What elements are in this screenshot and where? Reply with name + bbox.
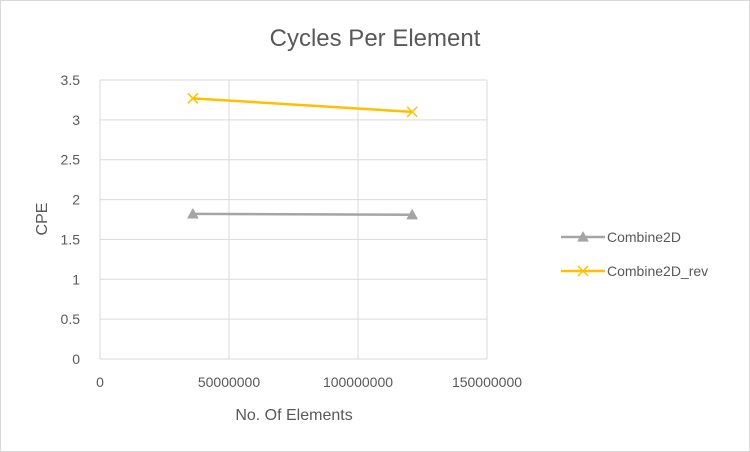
legend-item: Combine2D [561, 229, 681, 245]
y-axis-ticks: 0 0.5 1 1.5 2 2.5 3 3.5 [61, 72, 81, 367]
legend-label: Combine2D_rev [607, 263, 708, 279]
grid [99, 79, 488, 360]
series-layer [186, 92, 419, 220]
legend-item: Combine2D_rev [561, 263, 708, 279]
y-tick-label: 3.5 [61, 72, 81, 88]
legend-marker [577, 230, 589, 242]
series-combine2d [186, 207, 419, 220]
series-line [191, 212, 414, 216]
legend-label: Combine2D [607, 229, 681, 245]
y-tick-label: 3 [72, 112, 80, 128]
y-tick-label: 1.5 [61, 231, 81, 247]
data-point [186, 207, 199, 219]
x-tick-label: 100000000 [323, 374, 393, 390]
y-tick-label: 0 [72, 351, 80, 367]
y-tick-label: 2 [72, 192, 80, 208]
x-tick-label: 50000000 [198, 374, 261, 390]
series-line [191, 97, 414, 114]
x-tick-label: 0 [96, 374, 104, 390]
y-axis-label: CPE [34, 203, 51, 236]
series-combine2d-rev [187, 92, 418, 118]
x-axis-ticks: 0 50000000 100000000 150000000 [96, 374, 522, 390]
y-tick-label: 1 [72, 271, 80, 287]
data-point [187, 92, 199, 104]
data-point [406, 208, 419, 220]
y-tick-label: 2.5 [61, 152, 81, 168]
chart-title: Cycles Per Element [270, 25, 481, 52]
x-axis-label: No. Of Elements [235, 407, 352, 424]
data-point [406, 106, 418, 118]
legend: Combine2D Combine2D_rev [561, 229, 708, 279]
y-tick-label: 0.5 [61, 311, 81, 327]
x-tick-label: 150000000 [452, 374, 522, 390]
legend-marker [577, 265, 589, 277]
